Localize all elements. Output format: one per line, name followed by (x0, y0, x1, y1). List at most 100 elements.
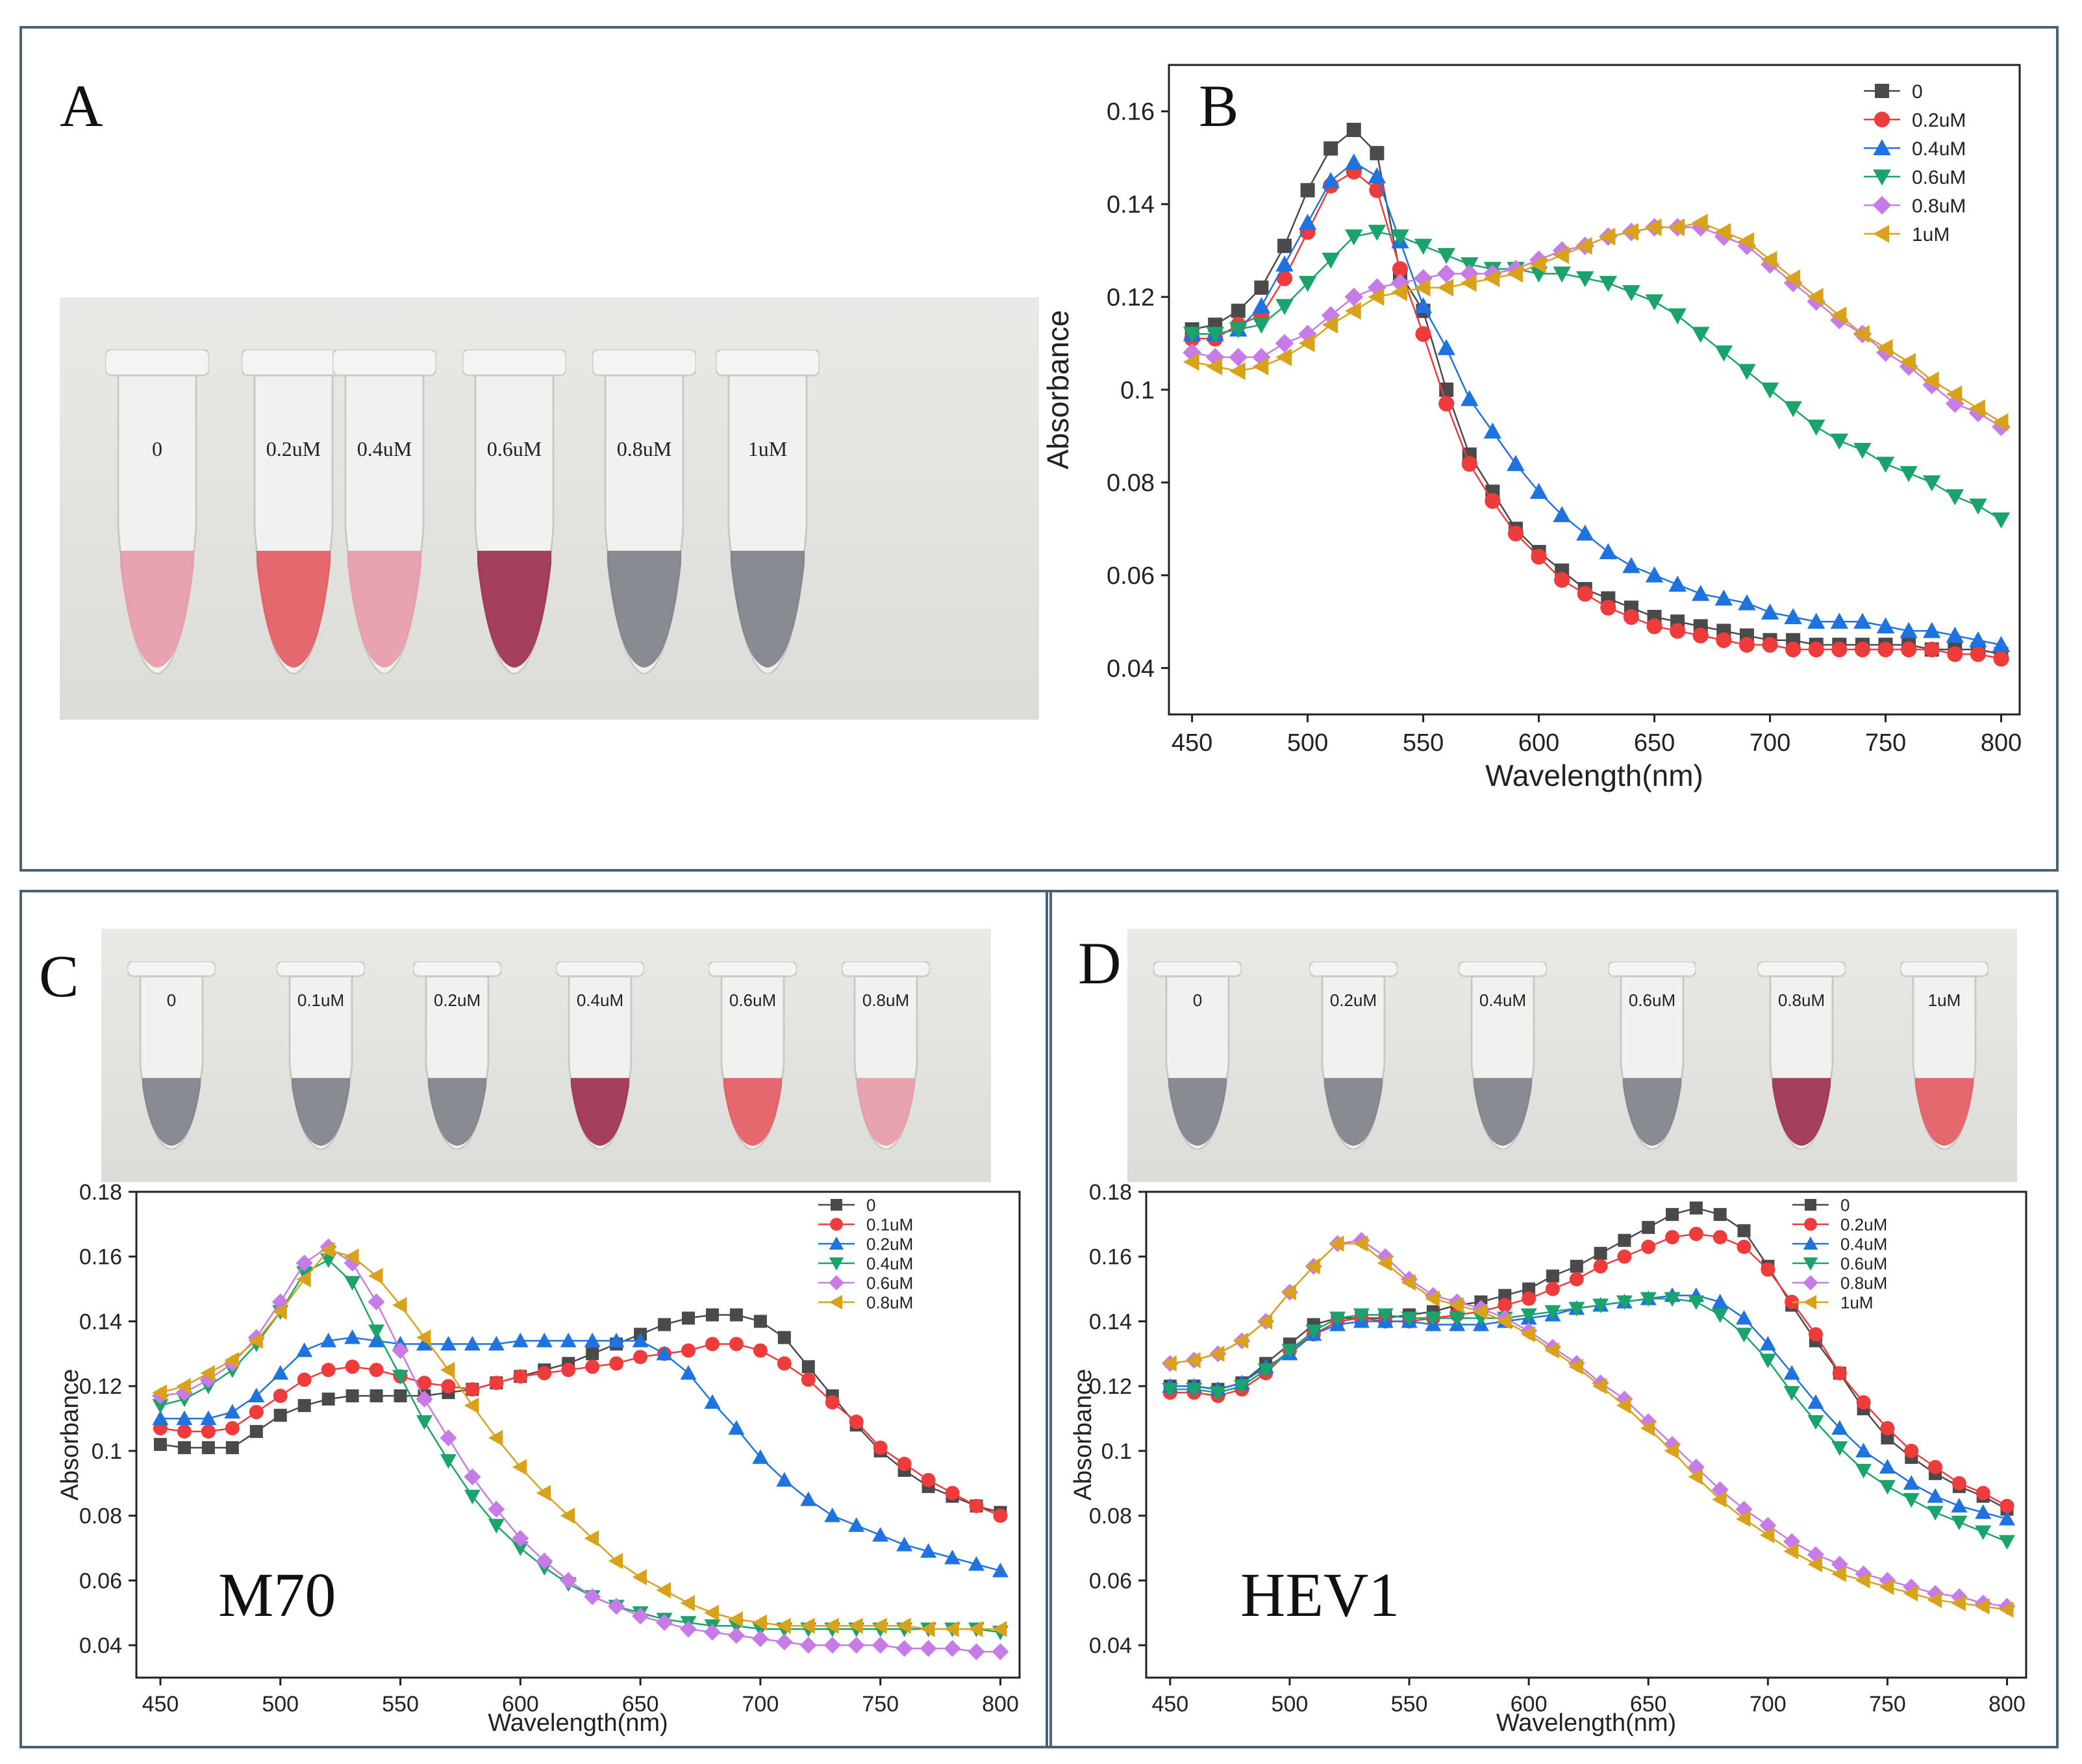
data-point (1275, 334, 1294, 353)
data-point (872, 1527, 889, 1542)
data-point (1498, 1289, 1512, 1302)
data-point (1162, 1355, 1177, 1372)
data-point (537, 1366, 552, 1381)
data-point (368, 1332, 385, 1348)
data-point (1298, 275, 1317, 292)
series-0.1uM (153, 1337, 1008, 1523)
series-0.6uM (1183, 225, 2011, 529)
data-point (1903, 1475, 1920, 1490)
data-point (1903, 1585, 1918, 1602)
panel-c-letter: C (39, 943, 79, 1009)
data-point (1229, 362, 1246, 381)
data-point (1831, 641, 1848, 658)
data-point (1668, 575, 1687, 592)
data-point (729, 1337, 744, 1352)
data-point (1545, 1281, 1560, 1296)
data-point (728, 1611, 743, 1628)
data-point (344, 1329, 361, 1344)
data-point (1783, 1386, 1800, 1401)
data-point (1231, 303, 1246, 318)
data-point (1206, 327, 1224, 344)
legend-label: 0.2uM (866, 1234, 913, 1254)
data-point (1645, 566, 1664, 583)
data-point (1738, 364, 1756, 381)
data-point (225, 1441, 239, 1454)
legend-marker (1873, 225, 1889, 243)
data-point (1999, 1535, 2016, 1550)
y-tick-label: 0.16 (1089, 1245, 1132, 1270)
series-0.6uM (1162, 1292, 2016, 1550)
data-point (200, 1410, 217, 1426)
data-point (1712, 1308, 1729, 1323)
y-tick-label: 0.06 (1089, 1569, 1132, 1593)
data-point (1876, 617, 1895, 634)
data-point (1594, 1246, 1607, 1260)
x-tick-label: 700 (742, 1692, 779, 1717)
data-point (2000, 1498, 2014, 1513)
y-tick-label: 0.1 (1120, 377, 1155, 404)
data-point (370, 1389, 383, 1403)
data-point (1927, 1488, 1944, 1503)
data-point (920, 1543, 937, 1558)
tube-drawing (462, 349, 566, 674)
data-point (1761, 1262, 1775, 1277)
data-point (297, 1372, 312, 1387)
data-point (394, 1389, 407, 1403)
data-point (1879, 1480, 1896, 1495)
x-tick-label: 600 (1511, 1692, 1548, 1717)
data-point (680, 1620, 697, 1638)
data-point (1641, 1239, 1656, 1254)
legend-marker (1803, 1294, 1816, 1310)
data-point (848, 1617, 863, 1634)
data-point (1401, 1311, 1418, 1326)
data-point (1322, 316, 1338, 334)
data-point (1569, 1272, 1584, 1287)
y-tick-label: 0.04 (1107, 655, 1155, 683)
data-point (993, 1508, 1008, 1523)
series-0 (153, 1308, 1007, 1519)
data-point (1472, 1304, 1488, 1320)
data-point (249, 1425, 263, 1439)
data-point (1414, 238, 1433, 255)
data-point (1329, 1311, 1346, 1326)
data-point (1807, 1394, 1824, 1409)
data-point (1483, 422, 1502, 439)
data-point (1759, 1335, 1776, 1351)
data-point (1229, 322, 1248, 338)
data-point (728, 1420, 745, 1435)
data-point (512, 1459, 527, 1476)
x-tick-label: 700 (1750, 1692, 1787, 1717)
legend-marker (829, 1257, 844, 1271)
data-point (1999, 1511, 2016, 1526)
data-point (1785, 641, 1801, 658)
data-point (1522, 1291, 1536, 1306)
tube-drawing (1153, 961, 1242, 1150)
data-point (1993, 651, 2009, 667)
data-point (1391, 229, 1409, 246)
sample-label-m70: M70 (218, 1560, 336, 1630)
data-point (1689, 1201, 1703, 1215)
data-point (1738, 232, 1754, 251)
data-point (1785, 1294, 1800, 1309)
data-point (1901, 641, 1917, 658)
data-point (536, 1332, 553, 1348)
data-point (440, 1454, 457, 1469)
data-point (1876, 457, 1895, 473)
tube-drawing (105, 349, 209, 674)
data-point (1275, 255, 1294, 272)
data-point (1712, 1491, 1727, 1508)
data-point (1392, 261, 1409, 277)
data-point (1970, 646, 1987, 662)
data-point (224, 1352, 239, 1368)
y-tick-label: 0.18 (79, 1180, 122, 1205)
data-point (1576, 236, 1592, 255)
tube-drawing (332, 349, 436, 674)
data-point (1233, 1332, 1249, 1349)
y-tick-label: 0.08 (1107, 470, 1155, 497)
data-point (488, 1335, 505, 1351)
tube-label: 0.8uM (1777, 990, 1825, 1010)
x-tick-label: 550 (1391, 1692, 1428, 1717)
data-point (775, 1633, 793, 1651)
data-point (1577, 586, 1593, 602)
data-point (729, 1308, 743, 1322)
